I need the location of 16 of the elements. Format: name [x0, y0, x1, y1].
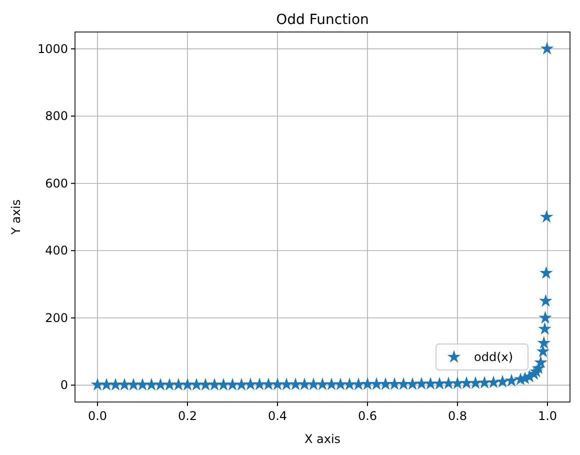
- y-axis-title: Y axis: [9, 199, 23, 236]
- y-tick-label: 200: [45, 310, 68, 325]
- y-tick-label: 400: [45, 244, 68, 258]
- legend-label: odd(x): [474, 350, 514, 364]
- x-tick-label: 0.2: [178, 409, 198, 423]
- x-tick-label: 0.4: [268, 409, 288, 423]
- y-tick-label: 800: [45, 109, 68, 124]
- x-axis-title: X axis: [304, 432, 341, 446]
- chart-title: Odd Function: [276, 12, 369, 28]
- x-tick-label: 0.8: [448, 409, 468, 423]
- y-tick-label: 1000: [37, 42, 68, 56]
- y-tick-label: 0: [60, 378, 68, 392]
- x-tick-label: 1.0: [538, 409, 558, 423]
- x-tick-label: 0.6: [358, 409, 378, 423]
- y-tick-label: 600: [45, 176, 68, 190]
- x-tick-label: 0.0: [88, 409, 108, 423]
